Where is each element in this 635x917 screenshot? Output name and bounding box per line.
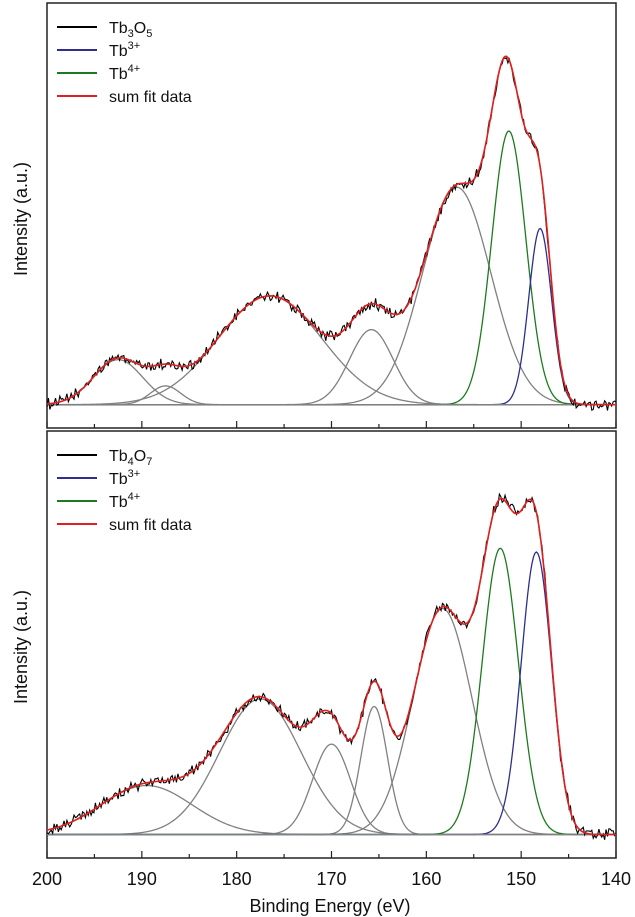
fit-component-peak [47,130,616,406]
legend-label: Tb3O5 [109,20,152,40]
fit-component-peak [47,607,616,836]
sum-fit-line [46,55,616,406]
raw-data-line [46,56,617,412]
fit-component-peak [47,227,616,406]
y-axis-title-bottom: Intensity (a.u.) [11,590,31,704]
legend-label: Tb4O7 [109,448,152,468]
fit-component-peak [47,551,616,836]
legend-label: Tb3+ [109,40,140,60]
legend-label: Tb3+ [109,468,140,488]
legend-label: Tb4+ [109,491,140,511]
fit-component-peak [47,547,616,836]
x-tick-label: 190 [127,869,157,889]
y-axis-title-top: Intensity (a.u.) [11,162,31,276]
fit-component-peak [47,295,616,406]
legend-label: sum fit data [109,517,192,534]
x-tick-label: 170 [316,869,346,889]
x-tick-label: 200 [32,869,62,889]
fit-component-peak [47,705,616,836]
x-tick-label: 160 [411,869,441,889]
x-tick-label: 150 [506,869,536,889]
sum-fit-line [46,497,616,836]
raw-data-line [46,492,617,840]
fit-component-peak [47,743,616,836]
x-tick-label: 180 [222,869,252,889]
legend-label: Tb4+ [109,63,140,83]
legend-label: sum fit data [109,89,192,106]
x-tick-label: 140 [601,869,631,889]
fit-component-peak [46,784,616,836]
x-axis-title: Binding Energy (eV) [249,896,410,916]
fit-component-peak [46,358,616,406]
fit-component-peak [47,186,616,406]
